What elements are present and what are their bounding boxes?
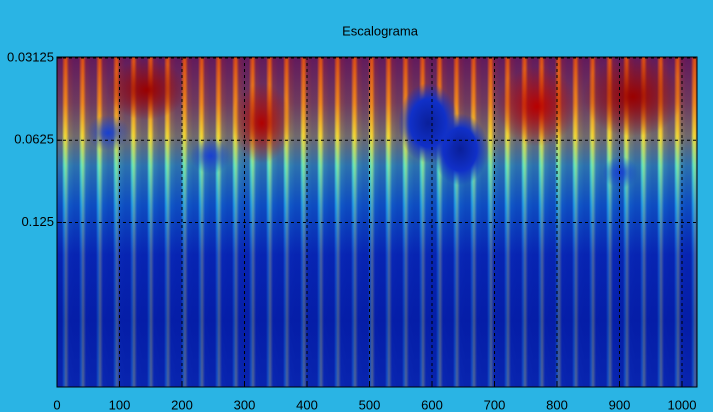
y-tick-label: 0.125 [21,214,54,229]
x-tick-label: 700 [484,397,506,412]
x-tick-label: 100 [109,397,131,412]
y-tick-label: 0.03125 [7,49,54,64]
chart-title: Escalograma [342,23,419,38]
x-tick-label: 200 [171,397,193,412]
y-tick-label: 0.0625 [14,132,54,147]
x-tick-label: 0 [53,397,60,412]
x-tick-label: 300 [234,397,256,412]
x-tick-label: 400 [296,397,318,412]
x-tick-label: 600 [421,397,443,412]
x-tick-label: 1000 [668,397,697,412]
x-tick-label: 800 [546,397,568,412]
x-tick-label: 500 [359,397,381,412]
x-tick-label: 900 [609,397,631,412]
